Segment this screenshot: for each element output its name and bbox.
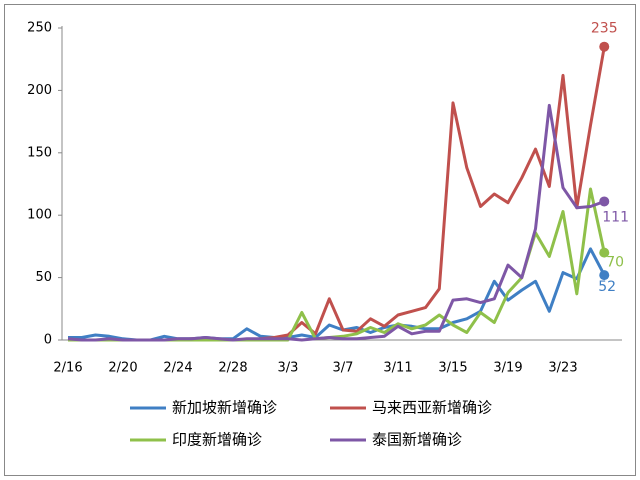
- data-label: 70: [606, 255, 624, 271]
- x-tick-label: 3/3: [278, 361, 299, 376]
- y-tick-label: 0: [44, 333, 52, 348]
- series-line: [68, 247, 606, 342]
- legend-label: 泰国新增确诊: [372, 431, 462, 449]
- x-tick-label: 3/11: [383, 361, 412, 376]
- end-marker: [599, 270, 610, 281]
- end-marker: [599, 196, 610, 207]
- series-line: [68, 46, 606, 342]
- legend-label: 印度新增确诊: [172, 431, 262, 449]
- chart-frame: [4, 4, 636, 476]
- y-tick-label: 250: [27, 21, 52, 36]
- data-label: 111: [602, 209, 629, 225]
- y-tick-label: 200: [27, 83, 52, 98]
- legend-label: 马来西亚新增确诊: [372, 399, 492, 417]
- legend-label: 新加坡新增确诊: [172, 399, 277, 417]
- end-marker: [599, 247, 610, 258]
- y-tick-label: 150: [27, 145, 52, 160]
- x-tick-label: 3/23: [548, 361, 577, 376]
- x-tick-label: 2/16: [53, 361, 82, 376]
- x-tick-label: 3/7: [333, 361, 354, 376]
- x-tick-label: 3/19: [493, 361, 522, 376]
- data-label: 235: [591, 21, 618, 37]
- data-label: 52: [598, 279, 616, 295]
- series-line: [67, 103, 605, 342]
- x-tick-label: 2/20: [108, 361, 137, 376]
- end-marker: [599, 41, 610, 52]
- y-tick-label: 100: [27, 208, 52, 223]
- x-tick-label: 2/24: [163, 361, 192, 376]
- x-tick-label: 3/15: [438, 361, 467, 376]
- x-tick-label: 2/28: [218, 361, 247, 376]
- y-tick-label: 50: [35, 270, 52, 285]
